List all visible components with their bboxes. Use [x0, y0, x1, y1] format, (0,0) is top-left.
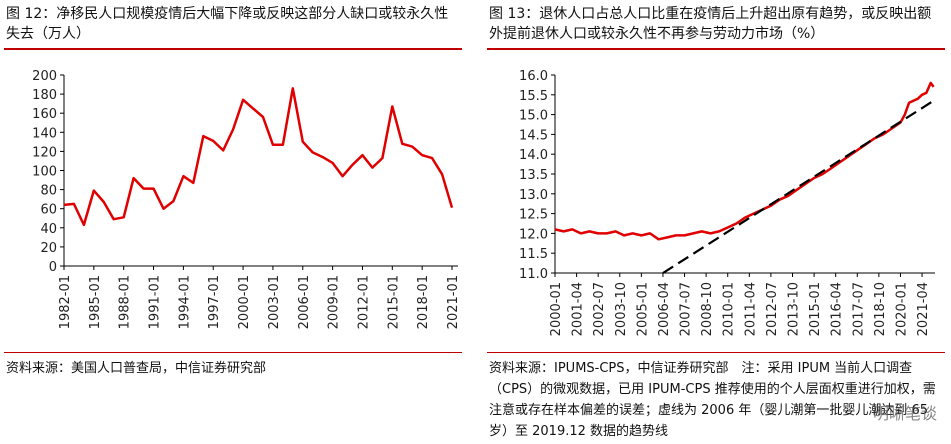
y-tick-label: 13.0	[519, 188, 548, 203]
y-tick-label: 14.0	[519, 148, 548, 163]
retiree-share-line	[554, 81, 935, 241]
y-tick-label: 80	[40, 184, 57, 199]
y-tick-label: 0	[49, 260, 57, 275]
chart-source: 资料来源：IPUMS-CPS，中信证券研究部 注：采用 IPUM 当前人口调查（…	[489, 361, 936, 439]
x-tick-label: 2010-01	[722, 282, 737, 336]
x-tick-label: 2021-01	[446, 275, 461, 329]
y-tick-label: 12.0	[519, 227, 548, 242]
chart-title: 图 12：净移民人口规模疫情后大幅下降或反映这部分人缺口或较永久性失去（万人）	[6, 6, 449, 42]
x-tick-label: 2003-10	[614, 282, 629, 336]
x-tick-label: 1988-01	[118, 275, 133, 329]
y-tick-label: 16.0	[519, 69, 548, 84]
title-rule	[487, 48, 945, 50]
x-tick-label: 2008-10	[700, 282, 715, 336]
chart-source: 资料来源：美国人口普查局，中信证券研究部	[6, 361, 267, 376]
y-tick-label: 60	[40, 203, 57, 218]
y-tick-label: 15.0	[519, 109, 548, 124]
y-tick-label: 140	[32, 126, 57, 141]
x-tick-label: 2015-01	[386, 275, 401, 329]
source-rule	[4, 352, 462, 353]
x-tick-label: 1991-01	[148, 275, 163, 329]
y-tick-label: 180	[32, 88, 57, 103]
x-tick-label: 2013-10	[787, 282, 802, 336]
x-tick-label: 2005-01	[635, 282, 650, 336]
x-tick-label: 2016-04	[830, 282, 845, 336]
source-rule	[487, 352, 945, 353]
watermark-logo: 明晰笔谈	[872, 404, 937, 423]
x-tick-label: 2009-01	[327, 275, 342, 329]
y-tick-label: 100	[32, 165, 57, 180]
x-tick-label: 1985-01	[88, 275, 103, 329]
x-tick-label: 2007-07	[679, 282, 694, 336]
y-tick-label: 11.5	[519, 247, 548, 262]
left-figure: 图 12：净移民人口规模疫情后大幅下降或反映这部分人缺口或较永久性失去（万人） …	[0, 0, 468, 444]
y-tick-label: 11.0	[519, 267, 548, 282]
x-tick-label: 2018-10	[873, 282, 888, 336]
x-tick-label: 2018-01	[416, 275, 431, 329]
y-tick-label: 12.5	[519, 208, 548, 223]
x-tick-label: 2006-04	[657, 282, 672, 336]
right-figure: 图 13：退休人口占总人口比重在疫情后上升超出原有趋势，或反映出额外提前退休人口…	[483, 0, 951, 444]
y-tick-label: 160	[32, 107, 57, 122]
x-tick-label: 2012-07	[765, 282, 780, 336]
y-tick-label: 14.5	[519, 128, 548, 143]
net-migration-line	[63, 87, 454, 227]
x-tick-label: 2021-04	[916, 282, 931, 336]
x-tick-label: 2000-01	[237, 275, 252, 329]
y-tick-label: 20	[40, 241, 57, 256]
x-tick-label: 2012-01	[356, 275, 371, 329]
x-tick-label: 2020-01	[894, 282, 909, 336]
x-tick-label: 2002-07	[592, 282, 607, 336]
x-tick-label: 1994-01	[177, 275, 192, 329]
title-rule	[4, 48, 462, 50]
y-tick-label: 15.5	[519, 89, 548, 104]
y-tick-label: 120	[32, 145, 57, 160]
x-tick-label: 2001-04	[571, 282, 586, 336]
right-chart: 11.0 11.5 12.0 12.5 13.0 13.5 14.0 14.5 15.0 15.5…	[519, 69, 935, 336]
x-tick-label: 2000-01	[549, 282, 564, 336]
x-tick-label: 2017-07	[851, 282, 866, 336]
x-tick-label: 1997-01	[207, 275, 222, 329]
x-tick-label: 2011-04	[743, 282, 758, 336]
y-tick-label: 200	[32, 69, 57, 84]
x-tick-label: 2015-01	[808, 282, 823, 336]
x-tick-label: 2003-01	[267, 275, 282, 329]
y-tick-label: 40	[40, 222, 57, 237]
x-tick-label: 1982-01	[58, 275, 73, 329]
chart-title: 图 13：退休人口占总人口比重在疫情后上升超出原有趋势，或反映出额外提前退休人口…	[489, 6, 932, 42]
x-tick-label: 2006-01	[297, 275, 312, 329]
y-tick-label: 13.5	[519, 168, 548, 183]
left-chart: 0 20 40 60 80 100 120 140 160 180 200 1982-01 1985-0…	[32, 69, 461, 329]
trend-line	[662, 99, 935, 274]
